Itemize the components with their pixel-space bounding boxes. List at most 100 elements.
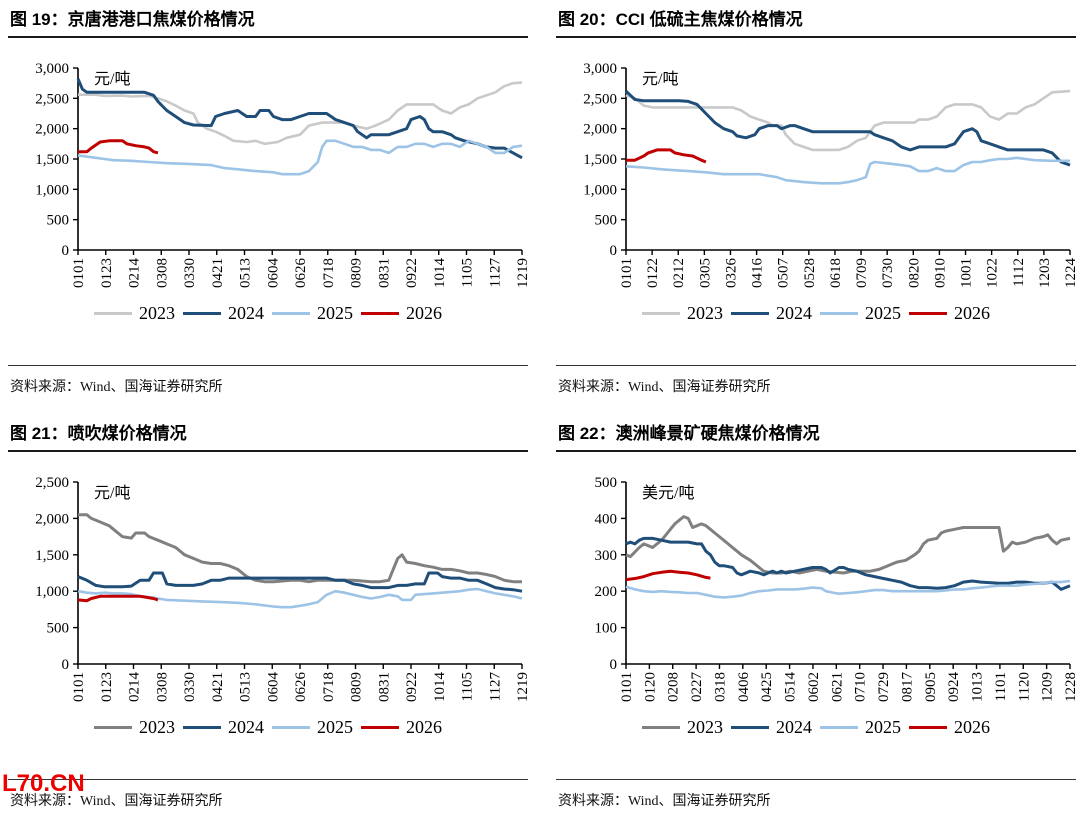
y-tick-label: 500: [47, 621, 70, 637]
series-line-2026: [78, 139, 159, 155]
x-tick-label: 0123: [99, 672, 115, 702]
x-tick-label: 1209: [1040, 672, 1056, 702]
series-line-2026: [626, 148, 707, 164]
legend-label: 2025: [317, 302, 353, 323]
x-tick-label: 0718: [321, 258, 337, 288]
x-tick-label: 0122: [645, 258, 661, 288]
chart-legend: 2023 2024 2025 2026: [556, 301, 1076, 325]
chart-canvas: 0 500 1,000 1,500 2,000 2,500 3,000 0101 0122 021…: [583, 61, 1079, 289]
series-line-2024: [624, 90, 1071, 167]
x-tick-label: 0809: [349, 672, 365, 702]
x-tick-label: 0208: [666, 672, 682, 702]
legend-swatch: [272, 725, 310, 729]
x-tick-label: 0421: [210, 258, 226, 288]
x-tick-label: 0227: [689, 672, 705, 703]
legend-item-2023: 2023: [94, 717, 175, 738]
x-tick-label: 0406: [736, 672, 752, 703]
x-tick-label: 0710: [853, 672, 869, 702]
y-tick-label: 0: [610, 243, 618, 259]
x-tick-label: 0602: [806, 672, 822, 702]
series-line-2023: [625, 89, 1071, 152]
legend-label: 2025: [865, 716, 901, 737]
legend-swatch: [731, 311, 769, 315]
legend-label: 2023: [687, 716, 723, 737]
x-tick-label: 0318: [712, 672, 728, 702]
legend-label: 2024: [228, 302, 264, 323]
series-line-2025: [77, 139, 523, 176]
x-tick-label: 0214: [127, 672, 143, 703]
legend-label: 2023: [687, 302, 723, 323]
x-tick-label: 0101: [619, 672, 635, 702]
x-tick-label: 0922: [404, 672, 420, 702]
y-tick-label: 1,500: [583, 152, 617, 168]
x-tick-label: 0709: [854, 258, 870, 288]
legend-label: 2026: [406, 302, 442, 323]
figure-19-source: 资料来源：Wind、国海证券研究所: [10, 380, 223, 395]
x-tick-label: 0123: [99, 258, 115, 288]
y-tick-label: 2,500: [35, 475, 69, 491]
x-tick-label: 1219: [515, 672, 528, 702]
series-line-2025: [625, 156, 1070, 185]
legend-item-2026: 2026: [361, 303, 442, 324]
y-tick-label: 0: [62, 657, 70, 673]
x-tick-label: 1101: [993, 672, 1009, 701]
legend-item-2025: 2025: [272, 303, 353, 324]
legend-item-2024: 2024: [183, 717, 264, 738]
figure-21-source: 资料来源：Wind、国海证券研究所: [10, 794, 223, 809]
legend-swatch: [272, 311, 310, 315]
x-tick-label: 1014: [432, 672, 448, 703]
x-tick-label: 0831: [376, 672, 392, 702]
y-tick-label: 2,000: [583, 122, 617, 138]
x-tick-label: 0120: [642, 672, 658, 702]
legend-swatch: [183, 311, 221, 315]
y-tick-label: 0: [62, 243, 70, 259]
series-line-2026: [625, 569, 711, 582]
x-tick-label: 1001: [959, 258, 975, 288]
chart-canvas: 0 500 1,000 1,500 2,000 2,500 0101 0123 0214 0308…: [35, 475, 531, 703]
y-tick-label: 400: [595, 511, 618, 527]
figure-22-source: 资料来源：Wind、国海证券研究所: [558, 794, 771, 809]
legend-label: 2023: [139, 302, 175, 323]
x-tick-label: 0214: [127, 258, 143, 289]
y-tick-label: 1,000: [583, 182, 617, 198]
chart-canvas: 0 500 1,000 1,500 2,000 2,500 3,000 0101 0123 021…: [35, 61, 531, 289]
x-tick-label: 0305: [697, 258, 713, 288]
x-tick-label: 0626: [293, 672, 309, 703]
x-tick-label: 0809: [349, 258, 365, 288]
axis-unit-label: 元/吨: [642, 70, 678, 88]
legend-item-2025: 2025: [820, 717, 901, 738]
series-line-2024: [76, 78, 523, 160]
legend-label: 2024: [228, 716, 264, 737]
x-tick-label: 0910: [932, 258, 948, 288]
x-tick-label: 0514: [783, 672, 799, 703]
x-tick-label: 0212: [671, 258, 687, 288]
y-tick-label: 2,000: [35, 511, 69, 527]
x-tick-label: 0831: [376, 258, 392, 288]
x-tick-label: 0326: [723, 258, 739, 289]
series-line-2023: [625, 515, 1071, 575]
legend-item-2023: 2023: [94, 303, 175, 324]
legend-swatch: [94, 311, 132, 315]
legend-item-2023: 2023: [642, 717, 723, 738]
series-line-2023: [78, 81, 523, 146]
figure-20-chart: 0 500 1,000 1,500 2,000 2,500 3,000 0101 0122 021…: [556, 54, 1079, 301]
y-tick-label: 0: [610, 657, 618, 673]
legend-label: 2026: [406, 716, 442, 737]
x-tick-label: 0101: [71, 258, 87, 288]
y-tick-label: 1,000: [35, 584, 69, 600]
legend-item-2026: 2026: [909, 717, 990, 738]
divider: [556, 365, 1076, 366]
chart-canvas: 0 100 200 300 400 500 0101 0120 0208 0227 0318 0406…: [595, 475, 1080, 703]
x-tick-label: 0618: [828, 258, 844, 288]
figure-20: 图 20：CCI 低硫主焦煤价格情况 0 500 1,000 1,500 2,000 2,…: [556, 6, 1079, 406]
y-tick-label: 300: [595, 548, 618, 564]
series-line-2024: [625, 536, 1071, 591]
legend-item-2024: 2024: [731, 717, 812, 738]
x-tick-label: 0513: [238, 258, 254, 288]
y-tick-label: 2,000: [35, 122, 69, 138]
legend-item-2024: 2024: [731, 303, 812, 324]
x-tick-label: 1112: [1011, 258, 1027, 287]
x-tick-label: 1120: [1016, 672, 1032, 701]
x-tick-label: 0330: [182, 672, 198, 702]
